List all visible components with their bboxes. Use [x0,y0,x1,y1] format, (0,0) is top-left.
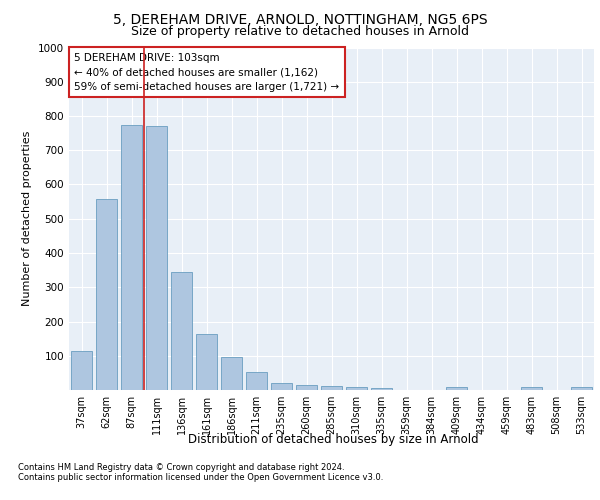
Text: Distribution of detached houses by size in Arnold: Distribution of detached houses by size … [188,432,478,446]
Bar [96,199,117,390]
Bar [371,388,392,390]
Bar [521,386,542,390]
Bar [71,352,92,390]
Text: Contains public sector information licensed under the Open Government Licence v3: Contains public sector information licen… [18,472,383,482]
Bar [271,383,292,390]
Bar [146,126,167,390]
Bar [296,385,317,390]
Y-axis label: Number of detached properties: Number of detached properties [22,131,32,306]
Bar [171,272,192,390]
Bar [196,334,217,390]
Bar [571,386,592,390]
Text: 5 DEREHAM DRIVE: 103sqm
← 40% of detached houses are smaller (1,162)
59% of semi: 5 DEREHAM DRIVE: 103sqm ← 40% of detache… [74,52,340,92]
Bar [346,386,367,390]
Bar [121,124,142,390]
Bar [321,386,342,390]
Text: Contains HM Land Registry data © Crown copyright and database right 2024.: Contains HM Land Registry data © Crown c… [18,462,344,471]
Text: 5, DEREHAM DRIVE, ARNOLD, NOTTINGHAM, NG5 6PS: 5, DEREHAM DRIVE, ARNOLD, NOTTINGHAM, NG… [113,12,487,26]
Bar [221,357,242,390]
Bar [246,372,267,390]
Text: Size of property relative to detached houses in Arnold: Size of property relative to detached ho… [131,25,469,38]
Bar [446,386,467,390]
